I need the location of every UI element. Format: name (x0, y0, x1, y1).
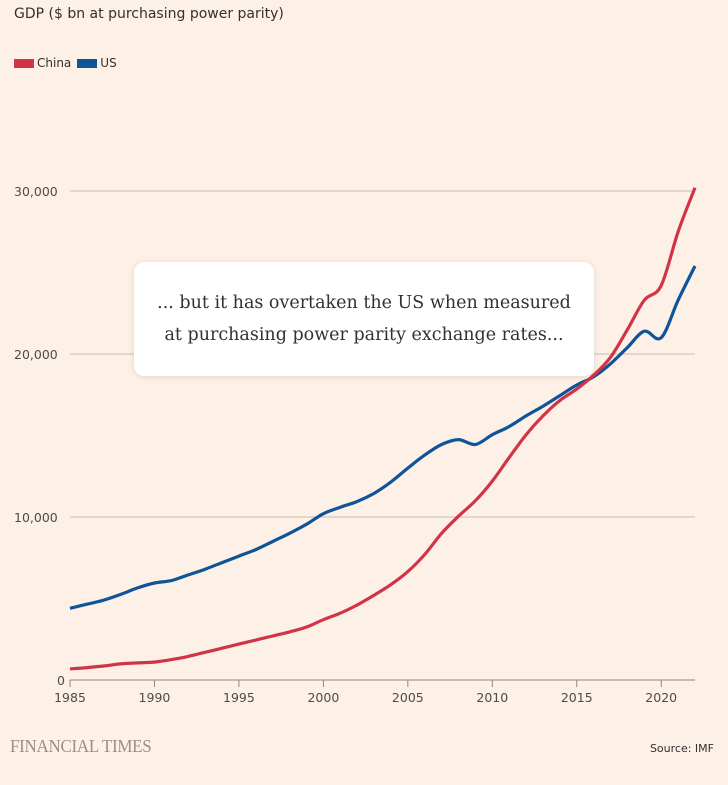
y-tick-label: 30,000 (14, 184, 58, 199)
y-tick-label: 0 (57, 673, 65, 688)
annotation-box: ... but it has overtaken the US when mea… (134, 262, 594, 376)
x-tick-label: 2015 (561, 690, 593, 705)
x-tick-label: 1990 (139, 690, 171, 705)
y-tick-label: 20,000 (14, 347, 58, 362)
legend: China US (14, 56, 117, 70)
x-axis: 1985 1990 1995 2000 2005 2010 2015 2020 (54, 679, 695, 705)
x-tick-label: 1995 (223, 690, 255, 705)
y-tick-label: 10,000 (14, 510, 58, 525)
x-tick-label: 2000 (307, 690, 339, 705)
series-lines (69, 187, 697, 671)
legend-swatch-us (77, 58, 98, 68)
financial-times-logo: FINANCIAL TIMES (10, 736, 152, 757)
y-axis: 0 10,000 20,000 30,000 (14, 184, 65, 688)
legend-label-us: US (100, 56, 117, 70)
legend-item-us: US (77, 56, 117, 70)
x-tick-label: 2010 (476, 690, 508, 705)
chart-title: GDP ($ bn at purchasing power parity) (14, 6, 284, 22)
legend-item-china: China (14, 56, 71, 70)
source-note: Source: IMF (649, 742, 714, 755)
annotation-text: ... but it has overtaken the US when mea… (157, 293, 571, 345)
legend-swatch-china (14, 58, 34, 68)
legend-label-china: China (37, 56, 72, 70)
x-tick-label: 1985 (54, 690, 86, 705)
x-tick-label: 2005 (392, 690, 424, 705)
x-tick-label: 2020 (645, 690, 677, 705)
series-line-china (69, 187, 697, 671)
